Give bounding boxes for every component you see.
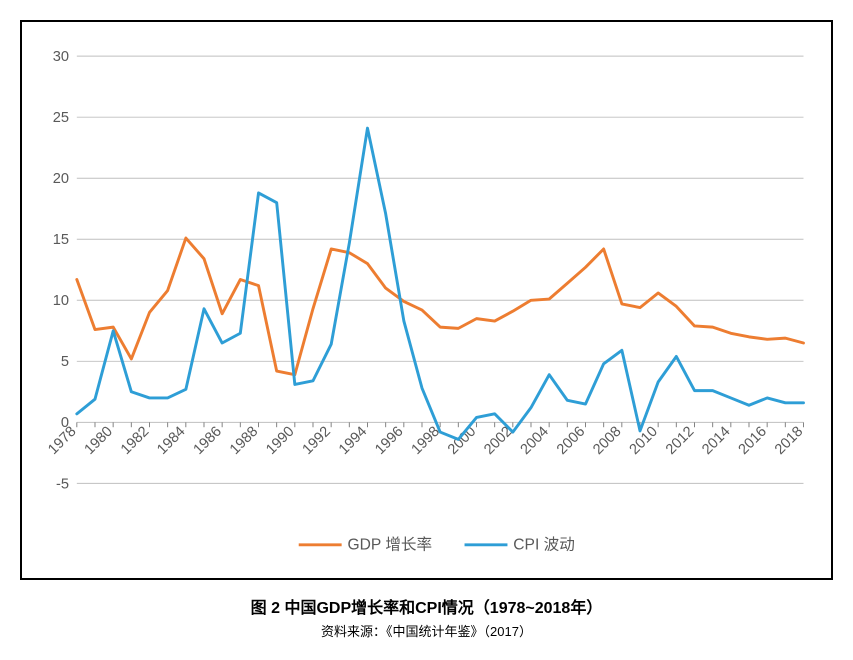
svg-text:CPI 波动: CPI 波动 xyxy=(513,536,575,554)
svg-text:GDP 增长率: GDP 增长率 xyxy=(347,536,432,554)
caption-title: 图 2 中国GDP增长率和CPI情况（1978~2018年） xyxy=(20,594,833,618)
svg-text:10: 10 xyxy=(53,293,69,309)
svg-text:-5: -5 xyxy=(56,476,69,492)
chart-frame: -505101520253019781980198219841986198819… xyxy=(20,20,833,580)
svg-text:25: 25 xyxy=(53,110,69,126)
caption-source: 资料来源：《中国统计年鉴》（2017） xyxy=(20,621,833,640)
svg-text:15: 15 xyxy=(53,232,69,248)
line-chart: -505101520253019781980198219841986198819… xyxy=(30,30,823,570)
svg-text:20: 20 xyxy=(53,171,69,187)
figure-caption: 图 2 中国GDP增长率和CPI情况（1978~2018年） 资料来源：《中国统… xyxy=(20,594,833,640)
svg-text:30: 30 xyxy=(53,49,69,65)
svg-text:5: 5 xyxy=(61,354,69,370)
